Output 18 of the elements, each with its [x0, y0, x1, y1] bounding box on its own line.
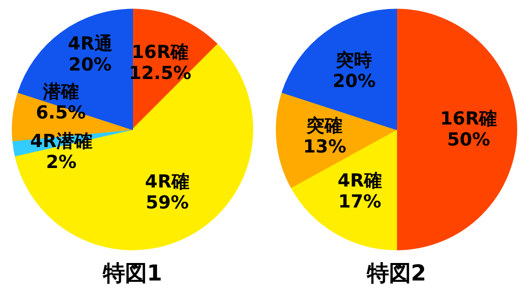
- data-label: 50%: [447, 130, 490, 150]
- slice-label: 16R確: [132, 42, 189, 63]
- slice-label: 4R確: [145, 172, 190, 193]
- slice-label: 突確: [306, 115, 343, 136]
- slice-label: 4R通: [68, 33, 112, 54]
- data-label: 2%: [46, 152, 77, 173]
- text: 特図1: [102, 262, 162, 286]
- slice-label: 16R確: [440, 108, 498, 130]
- text: 特図2: [366, 262, 426, 286]
- slice-label: 4R確: [338, 170, 382, 192]
- slice-label: 突時: [335, 50, 372, 72]
- data-label: 20%: [332, 71, 376, 92]
- data-label: 13%: [303, 136, 346, 158]
- data-label: 59%: [146, 192, 189, 214]
- data-label: 17%: [338, 192, 382, 213]
- data-label: 6.5%: [36, 102, 86, 124]
- slice-label: 潜確: [42, 82, 79, 103]
- data-label: 20%: [68, 54, 112, 76]
